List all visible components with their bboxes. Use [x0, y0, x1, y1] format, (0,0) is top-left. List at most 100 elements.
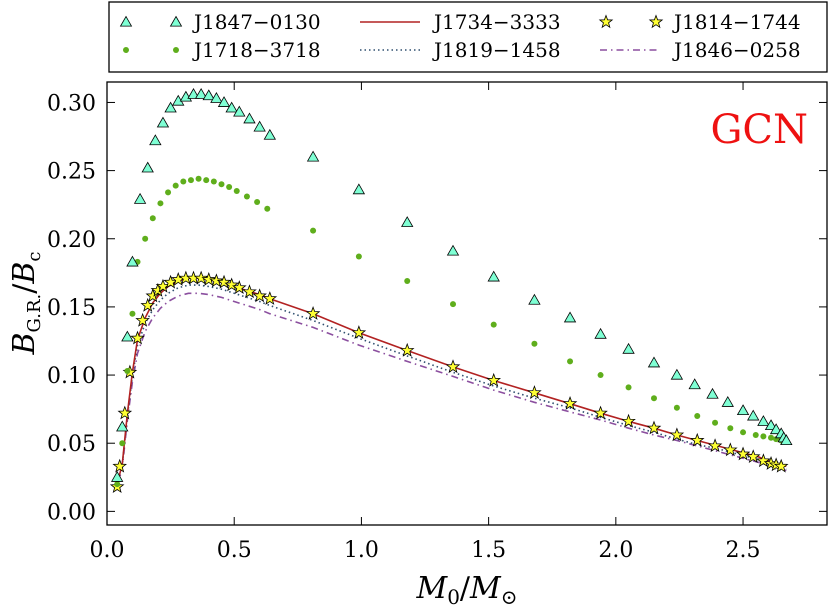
data-point [243, 193, 250, 200]
data-point [646, 420, 662, 435]
data-point [233, 105, 246, 117]
x-tick-label: 2.0 [598, 538, 633, 563]
x-tick-label: 1.0 [344, 538, 379, 563]
data-point [688, 378, 701, 390]
data-point [133, 192, 147, 204]
data-point [124, 367, 131, 374]
legend-label-5: J1846−0258 [672, 38, 801, 62]
data-point [135, 312, 150, 327]
data-point [562, 396, 578, 410]
data-point [149, 215, 156, 222]
data-point [769, 423, 783, 435]
data-point [121, 330, 134, 342]
data-point [141, 161, 154, 173]
series-0 [110, 87, 793, 482]
data-point [563, 311, 577, 323]
data-point [142, 235, 149, 242]
legend-label-4: J1814−1744 [672, 10, 801, 34]
y-axis-label: BG.R./Bc [7, 251, 45, 355]
data-point [172, 182, 179, 189]
data-point [355, 253, 362, 260]
data-point [351, 325, 367, 339]
data-point [773, 458, 789, 473]
data-point [780, 434, 793, 446]
data-point [760, 433, 767, 440]
data-point [210, 178, 217, 185]
x-label-sep: / [460, 571, 471, 606]
x-label-m: M [415, 571, 448, 606]
legend-marker-1 [173, 47, 179, 53]
y-label-sub: G.R. [24, 294, 45, 333]
legend: J1847−0130 J1718−3718 J1734−3333 J1819−1458… [119, 10, 801, 62]
x-tick-label: 0.5 [217, 538, 252, 563]
data-point [740, 429, 747, 436]
plot-frame [106, 81, 828, 526]
data-point [202, 89, 215, 101]
y-tick-label: 0.00 [47, 500, 96, 525]
series-line-5 [116, 292, 787, 488]
data-point [625, 384, 632, 391]
legend-marker-4 [598, 14, 614, 29]
y-label-b: B [7, 332, 42, 355]
data-point [621, 413, 636, 428]
series-1 [114, 175, 785, 488]
plot-marks [109, 87, 793, 494]
y-tick-label: 0.05 [47, 432, 96, 457]
data-point [119, 440, 126, 447]
data-point [689, 432, 705, 447]
data-point [157, 200, 164, 207]
data-point [706, 387, 719, 399]
data-point [694, 412, 701, 419]
data-point [594, 327, 607, 339]
data-point [194, 87, 208, 99]
data-point [253, 120, 266, 132]
data-point [669, 427, 685, 442]
data-point [306, 150, 320, 162]
data-point [531, 340, 538, 347]
data-point [723, 442, 738, 457]
legend-marker-4 [648, 14, 664, 29]
data-point [126, 255, 139, 267]
data-point [528, 293, 541, 305]
legend-entry-3: J1819−1458 [360, 38, 561, 62]
legend-label-2: J1734−3333 [432, 10, 561, 34]
data-point [209, 273, 224, 288]
legend-marker-1 [123, 47, 129, 53]
data-point [736, 404, 750, 416]
data-point [747, 409, 760, 421]
legend-entry-4: J1814−1744 [598, 10, 801, 34]
x-label-sun: ⊙ [501, 585, 518, 609]
data-point [242, 284, 257, 299]
data-point [352, 183, 366, 195]
data-point [110, 470, 124, 482]
data-point [254, 198, 261, 205]
data-point [201, 271, 217, 286]
data-point [673, 404, 680, 411]
y-tick-label: 0.25 [47, 160, 96, 185]
data-point [593, 405, 608, 420]
data-point [130, 330, 145, 345]
data-point [218, 181, 225, 188]
data-point [262, 291, 278, 305]
data-point [735, 446, 751, 461]
y-tick-label: 0.20 [47, 228, 96, 253]
data-point [727, 425, 734, 432]
data-point [305, 306, 321, 320]
data-point [712, 419, 719, 426]
legend-label-3: J1819−1458 [432, 38, 561, 62]
data-point [243, 112, 256, 124]
data-point [450, 301, 457, 308]
data-point [721, 396, 734, 407]
y-label-b2: B [7, 262, 42, 285]
data-point [117, 405, 133, 420]
data-point [490, 321, 497, 328]
x-tick-label: 2.5 [726, 538, 761, 563]
data-point [752, 432, 759, 439]
x-tick-label: 0.0 [90, 538, 125, 563]
data-point [193, 270, 209, 285]
data-point [203, 177, 210, 184]
data-point [187, 87, 200, 99]
data-point [567, 358, 574, 365]
y-label-sub2: c [24, 251, 45, 261]
